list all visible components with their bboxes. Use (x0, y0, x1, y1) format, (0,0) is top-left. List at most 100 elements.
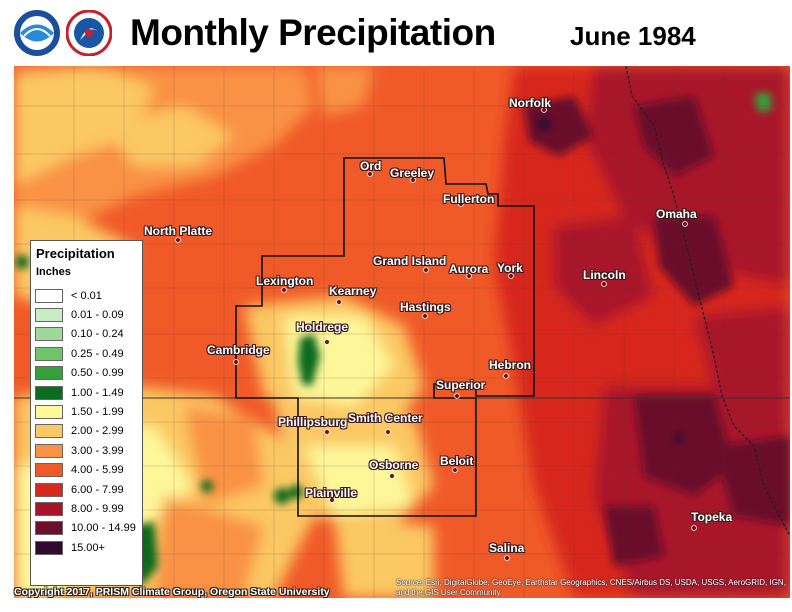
legend-item: 1.00 - 1.49 (35, 383, 136, 402)
precipitation-map (14, 66, 790, 598)
map-title: Monthly Precipitation (130, 12, 496, 53)
city-label-grand-island: Grand Island (373, 254, 447, 268)
forecast-area-outline (235, 157, 535, 517)
header: Monthly Precipitation June 1984 (0, 0, 792, 66)
city-marker-plainville (329, 497, 335, 503)
legend-swatch (35, 482, 63, 497)
city-marker-kearney (336, 299, 342, 305)
legend-swatch (35, 346, 63, 361)
city-label-salina: Salina (489, 541, 525, 555)
legend-label: 1.00 - 1.49 (71, 386, 124, 399)
legend-label: 0.01 - 0.09 (71, 309, 124, 322)
legend-label: 0.25 - 0.49 (71, 347, 124, 360)
city-marker-york (508, 273, 514, 279)
city-marker-hastings (422, 313, 428, 319)
city-label-hastings: Hastings (400, 300, 451, 314)
legend-label: 6.00 - 7.99 (71, 483, 124, 496)
legend-item: 0.25 - 0.49 (35, 344, 136, 363)
city-label-york: York (497, 261, 523, 275)
legend-item: 0.10 - 0.24 (35, 325, 136, 344)
legend-item: 0.50 - 0.99 (35, 364, 136, 383)
city-label-norfolk: Norfolk (509, 96, 551, 110)
legend-item: 8.00 - 9.99 (35, 499, 136, 518)
legend-item: < 0.01 (35, 286, 136, 305)
legend-swatch (35, 385, 63, 400)
legend-swatch (35, 521, 63, 536)
city-label-kearney: Kearney (329, 284, 377, 298)
legend-swatch (35, 327, 63, 342)
city-label-cambridge: Cambridge (207, 343, 270, 357)
city-marker-superior (454, 393, 460, 399)
legend-items: < 0.01 0.01 - 0.09 0.10 - 0.24 0.25 - 0.49 0… (35, 286, 136, 557)
city-marker-omaha (682, 221, 688, 227)
city-marker-smith-center (385, 429, 391, 435)
city-label-omaha: Omaha (656, 207, 697, 221)
legend-item: 2.00 - 2.99 (35, 422, 136, 441)
legend-label: 2.00 - 2.99 (71, 425, 124, 438)
legend-title: Precipitation (36, 246, 115, 261)
basemap-credits: Source: Esri, DigitalGlobe, GeoEye, Eart… (396, 578, 786, 597)
city-label-topeka: Topeka (691, 510, 733, 524)
legend-item: 3.00 - 3.99 (35, 441, 136, 460)
city-marker-fullerton (458, 201, 464, 207)
city-marker-phillipsburg (324, 429, 330, 435)
legend-label: 3.00 - 3.99 (71, 444, 124, 457)
national-weather-service-logo (66, 10, 112, 56)
legend-item: 1.50 - 1.99 (35, 402, 136, 421)
city-marker-cambridge (233, 359, 239, 365)
legend-label: 10.00 - 14.99 (71, 522, 136, 535)
city-marker-greeley (410, 177, 416, 183)
city-label-phillipsburg: Phillipsburg (278, 415, 348, 429)
legend-swatch (35, 405, 63, 420)
legend-label: 4.00 - 5.99 (71, 464, 124, 477)
legend-item: 6.00 - 7.99 (35, 480, 136, 499)
city-marker-lincoln (601, 281, 607, 287)
city-label-osborne: Osborne (369, 458, 419, 472)
map-date: June 1984 (570, 21, 696, 51)
city-marker-norfolk (541, 107, 547, 113)
city-label-aurora: Aurora (449, 262, 489, 276)
city-label-greeley: Greeley (390, 166, 435, 180)
legend-label: 8.00 - 9.99 (71, 502, 124, 515)
precipitation-legend: Precipitation Inches < 0.01 0.01 - 0.09 0.… (30, 240, 143, 586)
city-marker-salina (504, 555, 510, 561)
city-label-ord: Ord (360, 159, 382, 173)
city-label-beloit: Beloit (440, 454, 474, 468)
city-marker-lexington (281, 287, 287, 293)
legend-label: 0.50 - 0.99 (71, 367, 124, 380)
legend-swatch (35, 366, 63, 381)
legend-swatch (35, 463, 63, 478)
city-marker-aurora (466, 273, 472, 279)
legend-item: 4.00 - 5.99 (35, 461, 136, 480)
legend-item: 10.00 - 14.99 (35, 519, 136, 538)
city-label-lincoln: Lincoln (583, 268, 626, 282)
city-label-holdrege: Holdrege (296, 320, 349, 334)
city-marker-osborne (389, 473, 395, 479)
city-markers (175, 107, 697, 561)
city-label-north-platte: North Platte (144, 224, 213, 238)
city-marker-hebron (503, 373, 509, 379)
legend-swatch (35, 540, 63, 555)
legend-item: 15.00+ (35, 538, 136, 557)
city-label-plainville: Plainville (305, 486, 358, 500)
legend-label: < 0.01 (71, 289, 102, 302)
legend-units: Inches (36, 266, 71, 278)
copyright-notice: Copyright 2017, PRISM Climate Group, Ore… (14, 586, 330, 598)
city-label-smith-center: Smith Center (348, 411, 423, 425)
legend-swatch (35, 443, 63, 458)
city-marker-ord (367, 171, 373, 177)
legend-swatch (35, 424, 63, 439)
legend-label: 1.50 - 1.99 (71, 406, 124, 419)
city-label-superior: Superior (436, 378, 486, 392)
city-marker-topeka (691, 525, 697, 531)
missouri-river-border (625, 66, 790, 537)
city-label-lexington: Lexington (256, 274, 314, 288)
city-marker-north-platte (175, 237, 181, 243)
city-label-fullerton: Fullerton (443, 192, 495, 206)
legend-label: 15.00+ (71, 541, 105, 554)
city-marker-holdrege (324, 339, 330, 345)
noaa-logo (14, 10, 60, 56)
legend-swatch (35, 501, 63, 516)
city-label-hebron: Hebron (489, 358, 531, 372)
legend-label: 0.10 - 0.24 (71, 328, 124, 341)
